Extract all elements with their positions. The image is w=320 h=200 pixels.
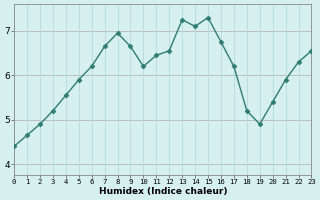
X-axis label: Humidex (Indice chaleur): Humidex (Indice chaleur) [99,187,227,196]
